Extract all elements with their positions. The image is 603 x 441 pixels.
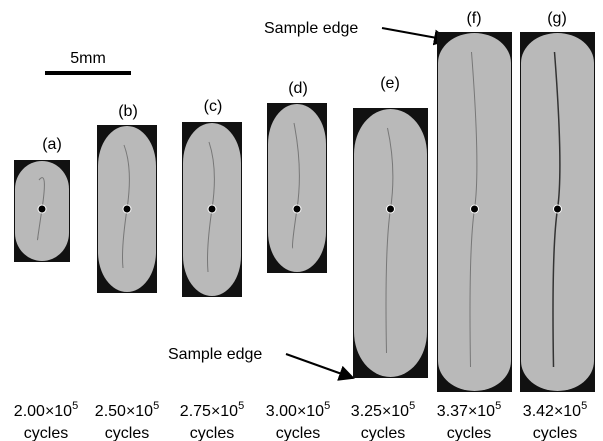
panel-label: (b) xyxy=(118,103,138,120)
cycles-unit: cycles xyxy=(447,425,491,441)
cycles-label: 2.75×105 xyxy=(180,400,244,420)
panel-label: (d) xyxy=(288,80,308,97)
panel-label: (g) xyxy=(547,10,567,27)
cycles-value: 2.50×10 xyxy=(95,403,153,420)
cycles-exponent: 5 xyxy=(72,400,78,412)
cycles-value: 3.25×10 xyxy=(351,403,409,420)
cycles-exponent: 5 xyxy=(409,400,415,412)
arrow xyxy=(285,353,355,381)
cycles-label: 3.00×105 xyxy=(266,400,330,420)
cycles-value: 3.42×10 xyxy=(523,403,581,420)
cycles-label: 3.37×105 xyxy=(437,400,501,420)
hole xyxy=(122,204,132,214)
hole xyxy=(292,204,302,214)
cycles-exponent: 5 xyxy=(324,400,330,412)
panels: (a)2.00×105cycles(b)2.50×105cycles(c)2.7… xyxy=(14,10,595,441)
annotation: Sample edge xyxy=(264,20,358,37)
cycles-unit: cycles xyxy=(276,425,320,441)
ct-image xyxy=(354,109,427,377)
hole xyxy=(553,204,562,214)
cycles-label: 3.25×105 xyxy=(351,400,415,420)
scale-label: 5mm xyxy=(70,50,106,67)
panel-label: (c) xyxy=(204,98,223,115)
cycles-exponent: 5 xyxy=(581,400,587,412)
hole xyxy=(207,204,217,214)
cycles-value: 3.37×10 xyxy=(437,403,495,420)
ct-image xyxy=(268,104,326,272)
cycles-unit: cycles xyxy=(190,425,234,441)
cycles-label: 2.00×105 xyxy=(14,400,78,420)
cycles-value: 2.00×10 xyxy=(14,403,72,420)
hole xyxy=(386,204,395,214)
panel-label: (e) xyxy=(380,75,400,92)
cycles-exponent: 5 xyxy=(238,400,244,412)
cycles-label: 3.42×105 xyxy=(523,400,587,420)
cycles-unit: cycles xyxy=(105,425,149,441)
cycles-exponent: 5 xyxy=(495,400,501,412)
annotation: Sample edge xyxy=(168,346,262,363)
panel-label: (a) xyxy=(42,136,62,153)
cycles-unit: cycles xyxy=(533,425,577,441)
hole xyxy=(470,204,479,214)
cycles-unit: cycles xyxy=(361,425,405,441)
cycles-value: 3.00×10 xyxy=(266,403,324,420)
panel-label: (f) xyxy=(466,10,481,27)
cycles-value: 2.75×10 xyxy=(180,403,238,420)
cycles-unit: cycles xyxy=(24,425,68,441)
cycles-label: 2.50×105 xyxy=(95,400,159,420)
cycles-exponent: 5 xyxy=(153,400,159,412)
hole xyxy=(37,204,47,214)
